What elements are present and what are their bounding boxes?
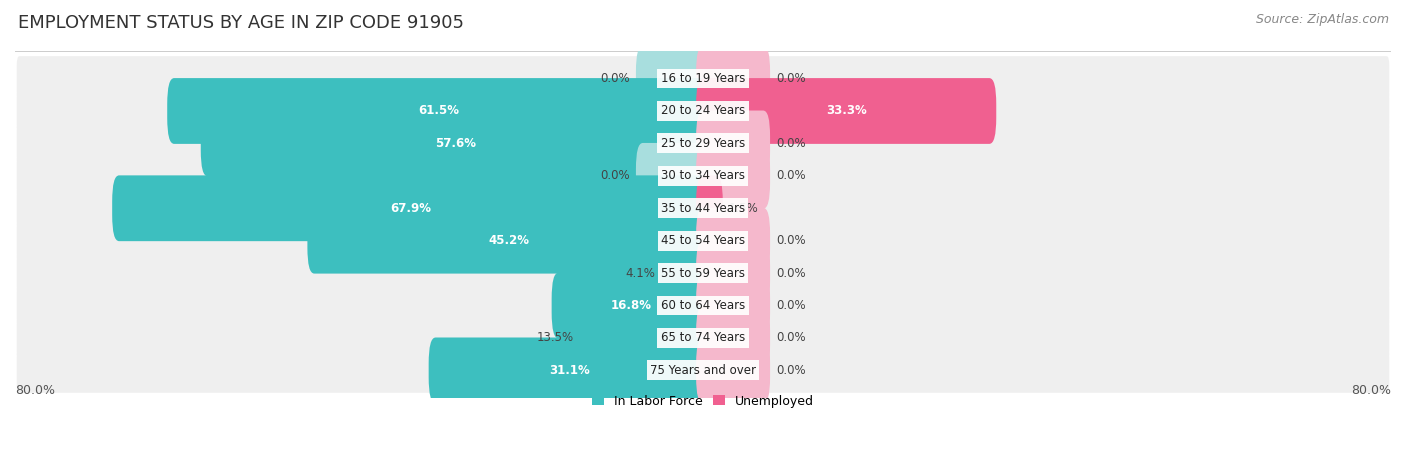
Text: 75 Years and over: 75 Years and over: [650, 364, 756, 377]
FancyBboxPatch shape: [17, 89, 1389, 133]
FancyBboxPatch shape: [167, 78, 710, 144]
FancyBboxPatch shape: [17, 315, 1389, 360]
FancyBboxPatch shape: [696, 176, 723, 241]
FancyBboxPatch shape: [17, 153, 1389, 198]
FancyBboxPatch shape: [112, 176, 710, 241]
FancyBboxPatch shape: [581, 305, 710, 371]
Text: 20 to 24 Years: 20 to 24 Years: [661, 104, 745, 117]
Text: 65 to 74 Years: 65 to 74 Years: [661, 332, 745, 344]
FancyBboxPatch shape: [551, 273, 710, 338]
Text: 0.0%: 0.0%: [776, 137, 806, 150]
Text: 80.0%: 80.0%: [15, 384, 55, 397]
FancyBboxPatch shape: [696, 45, 770, 112]
Text: 67.9%: 67.9%: [391, 202, 432, 215]
Text: EMPLOYMENT STATUS BY AGE IN ZIP CODE 91905: EMPLOYMENT STATUS BY AGE IN ZIP CODE 919…: [18, 14, 464, 32]
FancyBboxPatch shape: [17, 56, 1389, 101]
Text: 35 to 44 Years: 35 to 44 Years: [661, 202, 745, 215]
Text: 45.2%: 45.2%: [488, 234, 529, 247]
FancyBboxPatch shape: [636, 143, 710, 209]
FancyBboxPatch shape: [429, 338, 710, 403]
FancyBboxPatch shape: [17, 218, 1389, 263]
FancyBboxPatch shape: [636, 45, 710, 112]
Text: 61.5%: 61.5%: [418, 104, 458, 117]
FancyBboxPatch shape: [696, 305, 770, 371]
FancyBboxPatch shape: [17, 186, 1389, 231]
Text: 0.0%: 0.0%: [776, 299, 806, 312]
FancyBboxPatch shape: [17, 121, 1389, 166]
Text: 55 to 59 Years: 55 to 59 Years: [661, 266, 745, 279]
Text: 45 to 54 Years: 45 to 54 Years: [661, 234, 745, 247]
FancyBboxPatch shape: [201, 111, 710, 176]
Text: 0.0%: 0.0%: [776, 266, 806, 279]
FancyBboxPatch shape: [308, 208, 710, 274]
Text: 80.0%: 80.0%: [1351, 384, 1391, 397]
FancyBboxPatch shape: [696, 78, 997, 144]
Text: Source: ZipAtlas.com: Source: ZipAtlas.com: [1256, 14, 1389, 27]
FancyBboxPatch shape: [696, 111, 770, 176]
Text: 57.6%: 57.6%: [434, 137, 475, 150]
FancyBboxPatch shape: [17, 283, 1389, 328]
Text: 0.0%: 0.0%: [776, 234, 806, 247]
FancyBboxPatch shape: [17, 251, 1389, 296]
Text: 60 to 64 Years: 60 to 64 Years: [661, 299, 745, 312]
Text: 0.0%: 0.0%: [776, 72, 806, 85]
Text: 0.0%: 0.0%: [600, 169, 630, 182]
Legend: In Labor Force, Unemployed: In Labor Force, Unemployed: [586, 390, 820, 413]
FancyBboxPatch shape: [661, 240, 710, 306]
Text: 0.0%: 0.0%: [776, 169, 806, 182]
FancyBboxPatch shape: [696, 240, 770, 306]
FancyBboxPatch shape: [696, 208, 770, 274]
Text: 0.0%: 0.0%: [776, 332, 806, 344]
Text: 1.5%: 1.5%: [728, 202, 759, 215]
FancyBboxPatch shape: [17, 348, 1389, 393]
Text: 0.0%: 0.0%: [776, 364, 806, 377]
Text: 0.0%: 0.0%: [600, 72, 630, 85]
FancyBboxPatch shape: [696, 273, 770, 338]
Text: 16 to 19 Years: 16 to 19 Years: [661, 72, 745, 85]
Text: 13.5%: 13.5%: [537, 332, 574, 344]
Text: 16.8%: 16.8%: [610, 299, 651, 312]
Text: 31.1%: 31.1%: [548, 364, 589, 377]
Text: 25 to 29 Years: 25 to 29 Years: [661, 137, 745, 150]
FancyBboxPatch shape: [696, 338, 770, 403]
Text: 30 to 34 Years: 30 to 34 Years: [661, 169, 745, 182]
FancyBboxPatch shape: [696, 143, 770, 209]
Text: 4.1%: 4.1%: [624, 266, 655, 279]
Text: 33.3%: 33.3%: [825, 104, 866, 117]
